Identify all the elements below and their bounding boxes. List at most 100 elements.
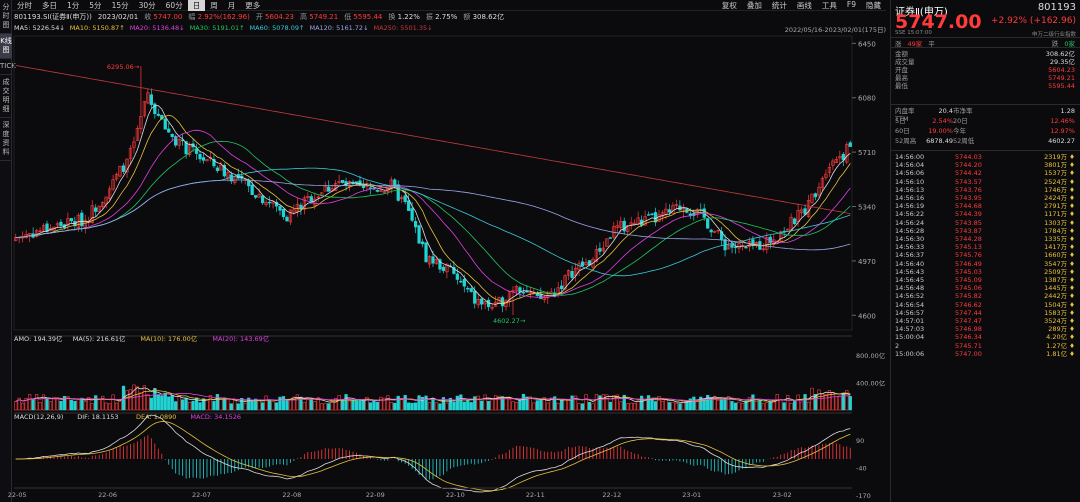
candle-body: [281, 208, 286, 218]
tick-row: 2 5745.71 1.27亿 ♦: [895, 342, 1075, 350]
tool-button-6[interactable]: 隐藏: [866, 0, 881, 10]
period-tab-5[interactable]: 30分: [138, 0, 156, 10]
volume-bar: [594, 394, 599, 411]
tick-price: 5745.71: [955, 341, 982, 350]
period-tab-4[interactable]: 15分: [111, 0, 129, 10]
tick-row: 14:56:33 5745.13 1417万 ♦: [895, 243, 1075, 251]
volume-bar: [504, 398, 508, 411]
ma-legend-item: MA30: 5191.01↑: [189, 24, 245, 32]
volume-bar: [424, 395, 428, 411]
tool-button-1[interactable]: 叠加: [746, 0, 762, 10]
tool-button-0[interactable]: 复权: [721, 0, 737, 10]
tick-price: 5746.62: [955, 300, 982, 309]
up-count: 49家: [907, 39, 923, 48]
candle-body: [646, 214, 651, 216]
sidebar-tab-1[interactable]: K线图: [0, 34, 12, 59]
candle-body: [90, 205, 94, 223]
volume-bar: [344, 394, 348, 411]
period-tab-2[interactable]: 1分: [67, 0, 80, 10]
period-tab-8[interactable]: 周: [210, 0, 218, 10]
volume-bar: [94, 395, 98, 411]
high-value: 5749.21: [309, 13, 339, 21]
candle-body: [177, 139, 181, 146]
tool-button-5[interactable]: F9: [846, 0, 856, 9]
period-tab-10[interactable]: 更多: [245, 0, 261, 10]
candle-body: [674, 204, 679, 206]
date-label: 22-09: [366, 491, 385, 499]
candle-body: [114, 173, 119, 180]
period-tab-7[interactable]: 日: [187, 0, 206, 11]
period-tab-9[interactable]: 月: [227, 0, 236, 10]
volume-bar: [403, 395, 407, 411]
index-name: 801193.SI(证券Ⅱ(申万)): [14, 13, 92, 21]
tick-volume: 1.81亿 ♦: [1046, 349, 1075, 358]
volume-bar: [716, 399, 720, 411]
candle-body: [417, 225, 421, 244]
sidebar-tab-0[interactable]: 分时图: [0, 0, 12, 34]
volume-bar: [427, 402, 432, 411]
ma-legend: MA5: 5226.54↓ MA10: 5150.87↑ MA20: 5136.48…: [12, 24, 886, 33]
volume-bar: [174, 401, 178, 411]
volume-bar: [813, 394, 818, 411]
kline-chart[interactable]: 6450 6080 5710 5340 4970 4600 6295.06→ 4602.27→…: [0, 0, 890, 502]
ma20-line: [15, 129, 851, 299]
sidebar-tab-4[interactable]: 深度资料: [0, 118, 12, 161]
stat-row: 最低 5595.44: [895, 82, 1075, 90]
tick-time: 15:00:04: [895, 333, 925, 342]
tool-button-3[interactable]: 画线: [796, 0, 812, 10]
open-value: 5604.23: [265, 13, 294, 21]
tick-row: 14:56:52 5745.82 2442万 ♦: [895, 292, 1075, 300]
volume-bar: [806, 401, 811, 411]
macd-legend: DEA: 1.0890: [136, 413, 176, 421]
candle-body: [271, 201, 275, 204]
close-label: 收: [144, 13, 152, 21]
tool-button-2[interactable]: 统计: [771, 0, 787, 10]
period-tab-1[interactable]: 多日: [42, 0, 57, 10]
ma250-line: [15, 65, 851, 214]
volume-bar: [535, 400, 539, 411]
sidebar-tab-2[interactable]: TICK: [0, 59, 16, 75]
volume-bar: [247, 397, 251, 411]
candle-body: [744, 246, 748, 249]
tick-time: 14:57:01: [895, 317, 925, 325]
period-tab-0[interactable]: 分时: [17, 0, 32, 10]
candle-body: [34, 230, 39, 237]
volume-bar: [111, 394, 115, 411]
candle-body: [400, 197, 404, 200]
volume-bar: [678, 403, 682, 411]
price-axis-label: 6080: [858, 95, 876, 103]
stat-key: 最低: [895, 82, 908, 90]
period-tab-3[interactable]: 5分: [89, 0, 102, 10]
volume-bar: [31, 399, 35, 411]
ma-legend-item: MA250: 5501.35↓: [373, 24, 433, 32]
volume-bar: [254, 398, 258, 411]
volume-bar: [21, 402, 25, 411]
tick-time: 14:57:03: [895, 325, 925, 334]
tick-time: 14:56:13: [895, 185, 925, 194]
metric-cell: 52周高: [895, 137, 917, 145]
volume-bar: [733, 402, 738, 411]
volume-bar: [487, 401, 491, 411]
volume-bar: [775, 394, 779, 411]
volume-bar: [368, 402, 373, 411]
sidebar-tab-3[interactable]: 成交明细: [0, 75, 12, 118]
tick-volume: 1537万 ♦: [1044, 169, 1075, 178]
volume-bar: [473, 396, 477, 411]
candle-body: [410, 208, 414, 221]
period-tab-6[interactable]: 60分: [165, 0, 183, 10]
volume-bar: [212, 401, 216, 411]
candle-body: [139, 116, 143, 130]
volume-bar: [208, 395, 213, 411]
tick-time: 14:56:28: [895, 226, 925, 235]
candle-body: [563, 275, 567, 290]
volume-bar: [222, 398, 226, 411]
volume-bar: [584, 394, 588, 411]
tick-price: 5746.49: [955, 259, 982, 268]
volume-bar: [483, 394, 487, 411]
volume-bar: [730, 401, 734, 411]
volume-bar: [845, 390, 849, 411]
volume-bar: [76, 399, 80, 411]
tool-button-4[interactable]: 工具: [821, 0, 837, 10]
volume-bar: [587, 402, 592, 411]
tick-volume: 2424万 ♦: [1044, 194, 1075, 202]
